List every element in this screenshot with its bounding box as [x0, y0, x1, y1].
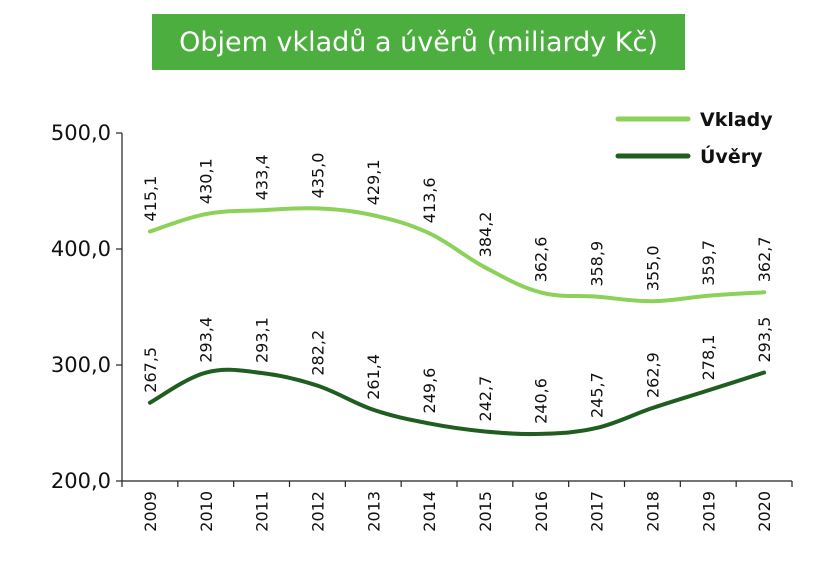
- x-tick-label: 2012: [308, 491, 327, 532]
- x-tick-label: 2009: [141, 491, 160, 532]
- data-label: 267,5: [141, 347, 160, 393]
- y-tick-label: 300,0: [51, 353, 111, 377]
- series-group: [147, 206, 767, 437]
- data-label: 362,7: [755, 236, 774, 282]
- x-tick-label: 2011: [253, 491, 272, 532]
- legend-label: Úvěry: [700, 144, 763, 168]
- x-tick-label: 2010: [197, 491, 216, 532]
- data-labels: 415,1 430,1 433,4 435,0 429,1 413,6 384,2 362,6…: [141, 153, 774, 424]
- data-label: 293,4: [197, 317, 216, 363]
- legend: Vklady Úvěry: [615, 109, 773, 168]
- data-label: 415,1: [141, 176, 160, 222]
- data-label: 362,6: [532, 237, 551, 283]
- x-tick-label: 2019: [699, 491, 718, 532]
- series-line-vklady: [147, 206, 767, 304]
- legend-label: Vklady: [700, 109, 773, 131]
- data-label: 261,4: [364, 354, 383, 400]
- data-label: 293,5: [755, 317, 774, 363]
- data-label: 282,2: [308, 330, 327, 376]
- data-label: 249,6: [420, 368, 439, 414]
- data-label: 430,1: [197, 158, 216, 204]
- series-line-uvery: [147, 367, 767, 437]
- data-label: 278,1: [699, 335, 718, 381]
- data-label: 433,4: [253, 154, 272, 200]
- data-label: 435,0: [308, 153, 327, 199]
- x-axis-ticks: 2009 2010 2011 2012 2013 2014 2015 2016 2017 2018…: [121, 481, 793, 532]
- x-tick-label: 2020: [755, 491, 774, 532]
- data-label: 293,1: [253, 317, 272, 363]
- y-axis-ticks: 200,0 300,0 400,0 500,0: [51, 121, 122, 493]
- x-tick-label: 2017: [588, 491, 607, 532]
- y-tick-label: 500,0: [51, 121, 111, 145]
- y-tick-label: 200,0: [51, 469, 111, 493]
- data-label: 242,7: [476, 376, 495, 422]
- chart-title: Objem vkladů a úvěrů (miliardy Kč): [152, 14, 685, 70]
- data-label: 240,6: [532, 378, 551, 424]
- data-label: 358,9: [588, 241, 607, 287]
- data-label: 245,7: [588, 372, 607, 418]
- data-label: 359,7: [699, 240, 718, 286]
- x-tick-label: 2018: [643, 491, 662, 532]
- y-tick-label: 400,0: [51, 237, 111, 261]
- data-label: 429,1: [364, 159, 383, 205]
- x-tick-label: 2014: [420, 491, 439, 532]
- data-label: 384,2: [476, 212, 495, 258]
- data-label: 262,9: [643, 352, 662, 398]
- x-tick-label: 2016: [532, 491, 551, 532]
- x-tick-label: 2015: [476, 491, 495, 532]
- data-label: 413,6: [420, 177, 439, 223]
- x-tick-label: 2013: [364, 491, 383, 532]
- data-label: 355,0: [643, 245, 662, 291]
